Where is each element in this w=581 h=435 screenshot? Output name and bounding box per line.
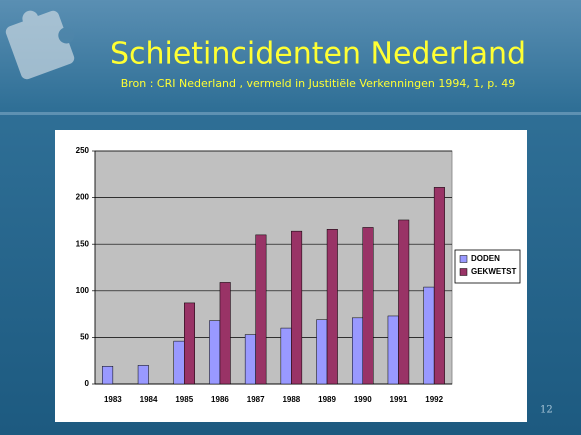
y-tick-label: 100 <box>76 286 90 295</box>
legend-swatch <box>460 269 467 276</box>
legend-label: DODEN <box>471 254 500 263</box>
y-tick-label: 150 <box>76 239 90 248</box>
divider <box>0 112 581 115</box>
y-tick-label: 250 <box>76 146 90 155</box>
legend-label: GEKWETST <box>471 267 516 276</box>
x-tick-label: 1989 <box>318 395 336 404</box>
slide-subtitle: Bron : CRI Nederland , vermeld in Justit… <box>121 77 516 90</box>
bar <box>398 220 409 384</box>
bar <box>317 320 328 384</box>
bar <box>388 316 399 384</box>
x-tick-label: 1988 <box>282 395 300 404</box>
bar <box>174 341 185 384</box>
x-tick-label: 1985 <box>175 395 193 404</box>
x-tick-label: 1987 <box>247 395 265 404</box>
bar <box>424 287 435 384</box>
x-tick-label: 1990 <box>354 395 372 404</box>
bar <box>352 318 363 384</box>
bar <box>281 328 292 384</box>
bar <box>138 365 149 384</box>
bar <box>434 187 445 384</box>
x-tick-label: 1992 <box>425 395 443 404</box>
bar <box>291 231 302 384</box>
slide: Schietincidenten Nederland Bron : CRI Ne… <box>0 0 581 435</box>
y-tick-label: 50 <box>80 333 89 342</box>
x-tick-label: 1991 <box>390 395 408 404</box>
legend-swatch <box>460 256 467 263</box>
x-tick-label: 1983 <box>104 395 122 404</box>
bar <box>256 235 267 384</box>
bar <box>245 335 256 384</box>
bar <box>327 229 338 384</box>
bar <box>363 227 374 384</box>
bar <box>220 282 231 384</box>
bar <box>102 366 113 384</box>
y-tick-label: 200 <box>76 193 90 202</box>
page-number: 12 <box>540 405 553 416</box>
y-tick-label: 0 <box>85 379 90 388</box>
x-tick-label: 1984 <box>140 395 158 404</box>
bar <box>209 321 220 384</box>
x-tick-label: 1986 <box>211 395 229 404</box>
bar <box>184 303 195 384</box>
slide-title: Schietincidenten Nederland <box>110 37 526 72</box>
